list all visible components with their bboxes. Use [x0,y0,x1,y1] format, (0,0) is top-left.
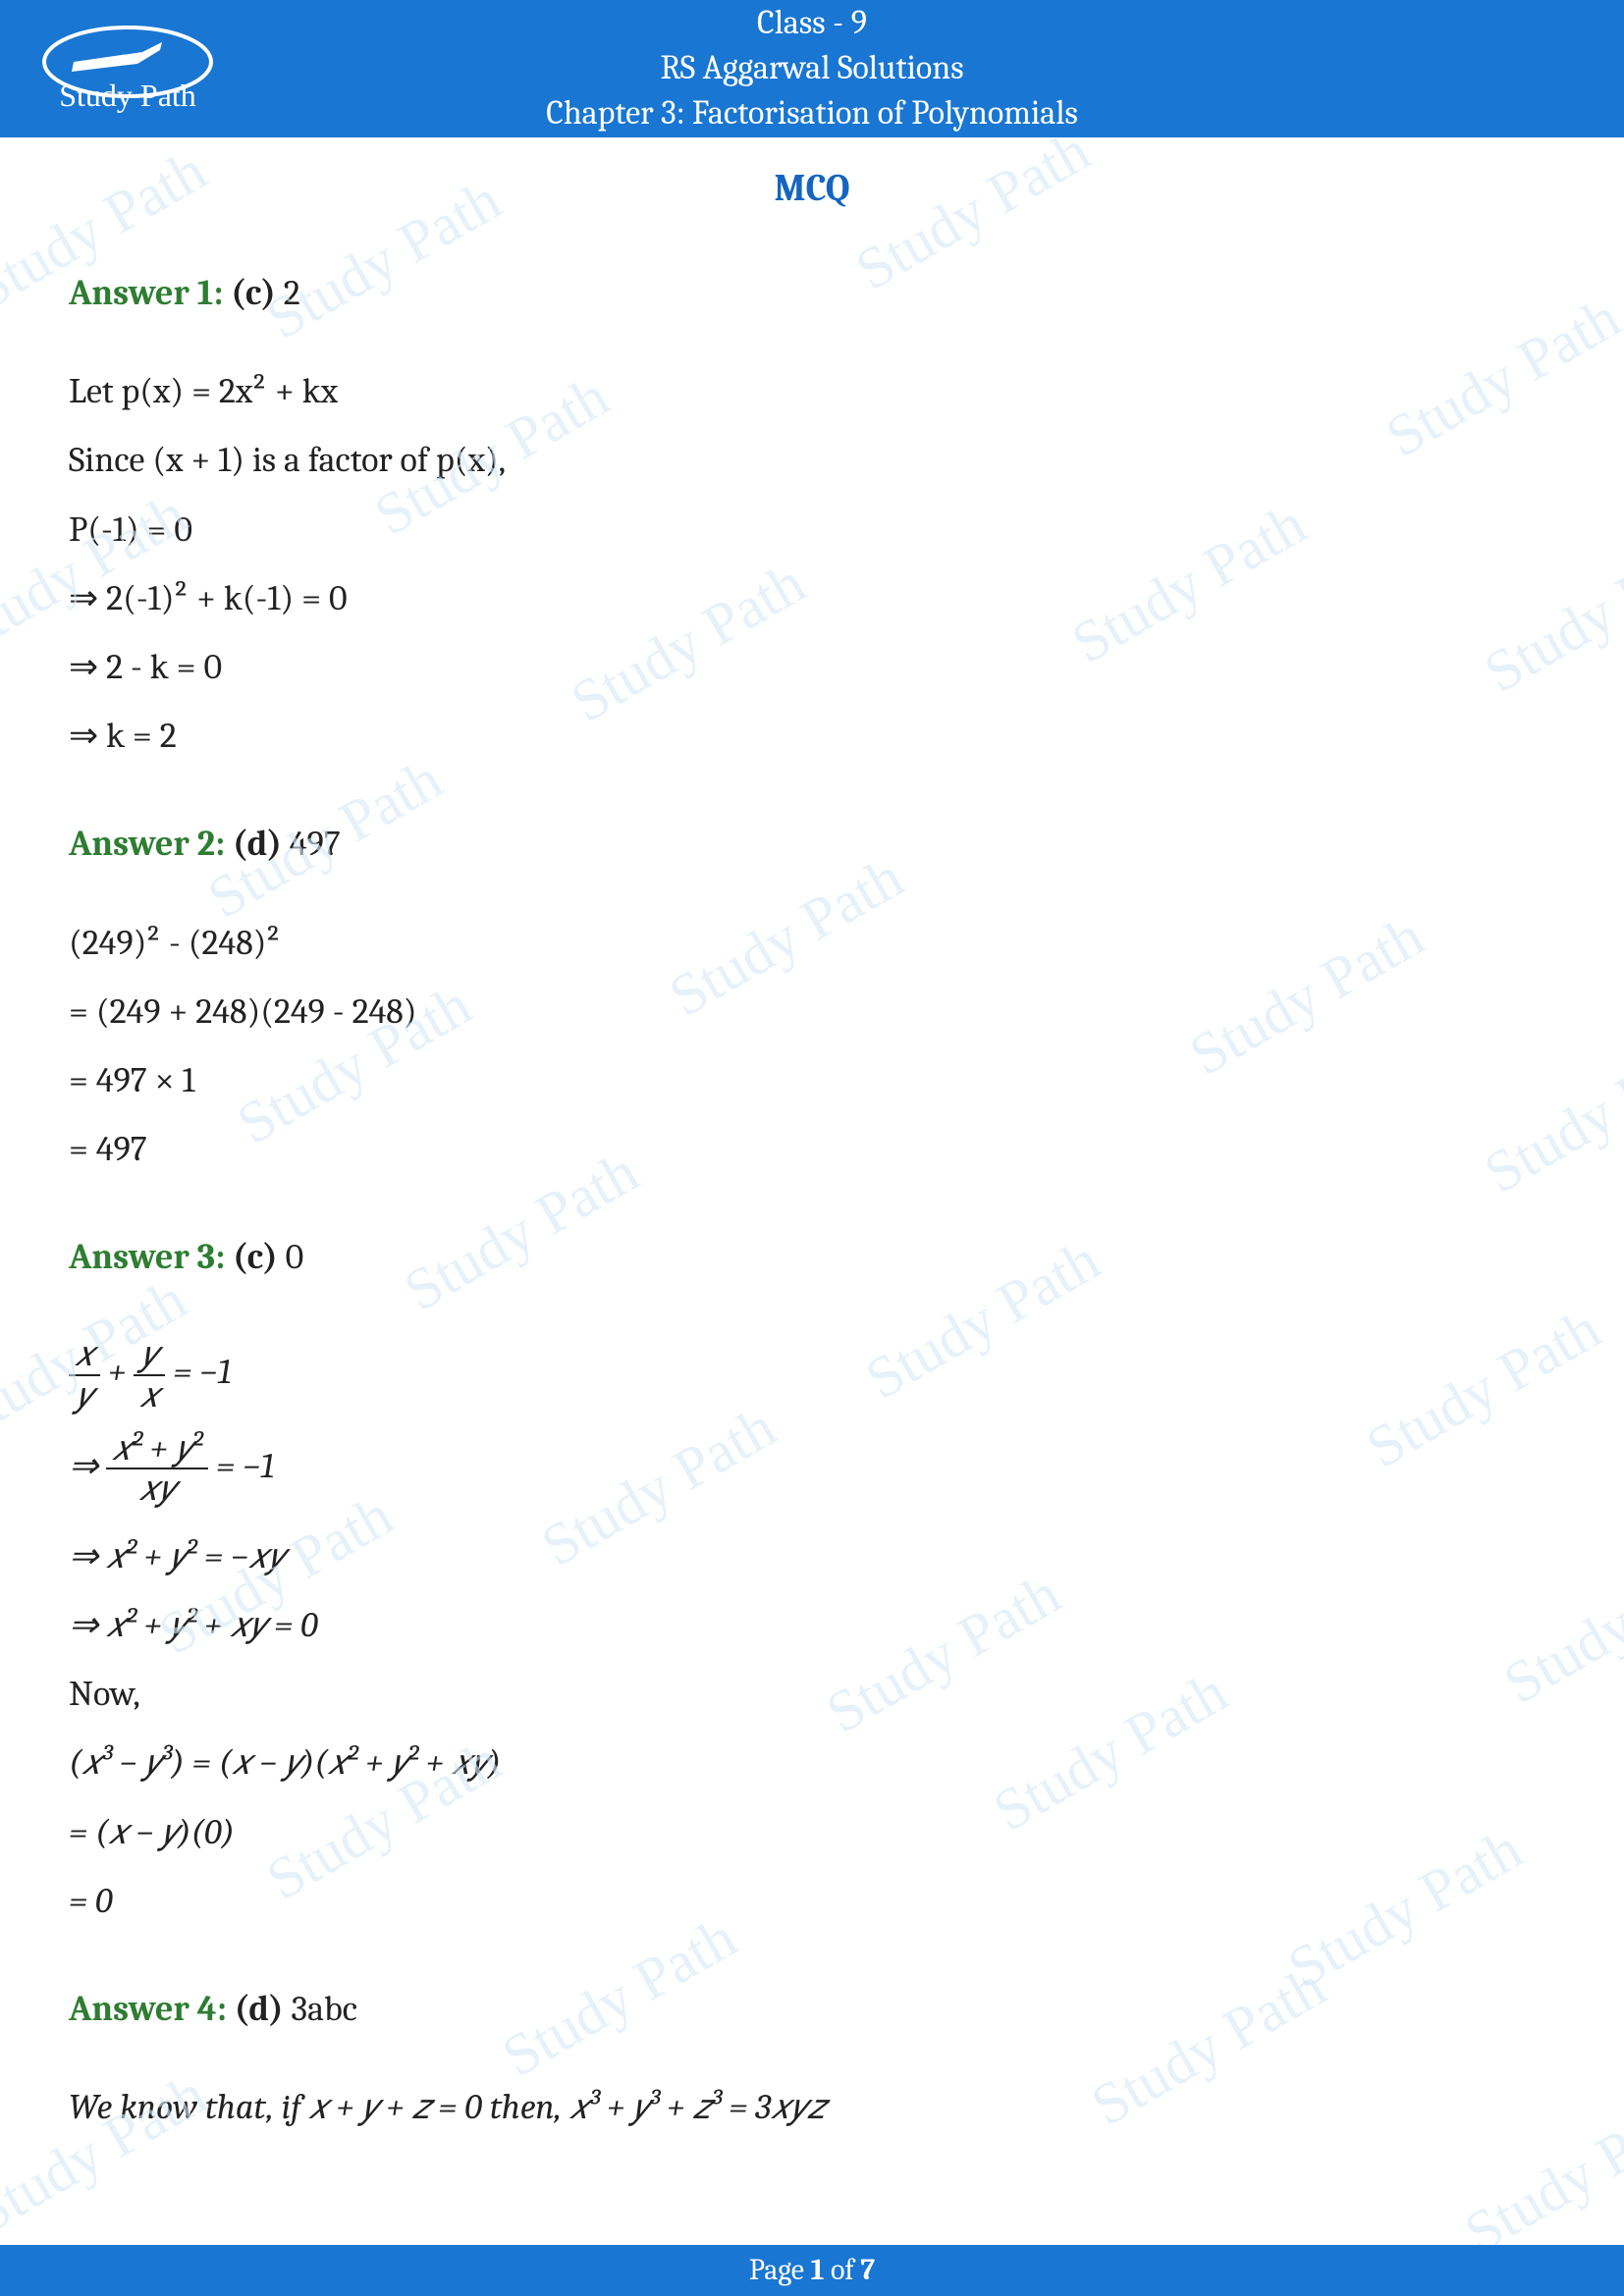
answer-label: Answer 1: [69,273,223,313]
solution-line: ⇒ k = 2 [69,702,1555,771]
solution-line: P(-1) = 0 [69,496,1555,564]
solution-line: 𝑥𝑦 + 𝑦𝑥 = −1 [69,1335,1555,1415]
solution-line: ⇒ 2(-1)² + k(-1) = 0 [69,564,1555,633]
answer-label: Answer 3: [69,1237,225,1277]
answer-label: Answer 2: [69,824,225,864]
section-title: MCQ [0,167,1624,210]
header-line2: RS Aggarwal Solutions [546,46,1078,91]
answer-1-block: Answer 1: (c) 2 Let p(x) = 2x² + kx Sinc… [69,259,1555,771]
solution-line: Now, [69,1660,1555,1729]
solution-line: = 497 [69,1115,1555,1184]
option-letter: (d) [235,1989,284,2029]
solution-line: (𝑥³ − 𝑦³) = (𝑥 − 𝑦)(𝑥² + 𝑦² + 𝑥𝑦) [69,1729,1555,1797]
answer-2-block: Answer 2: (d) 497 (249)² - (248)² = (249… [69,810,1555,1184]
answer-label: Answer 4: [69,1989,227,2029]
solution-line: We know that, if 𝑥 + 𝑦 + 𝑧 = 0 then, 𝑥³ … [69,2073,1555,2142]
logo: Study Path [29,20,226,118]
solution-line: ⇒ 2 - k = 0 [69,633,1555,702]
solution-line: ⇒ 𝑥² + 𝑦²𝑥𝑦 = −1 [69,1429,1555,1509]
option-letter: (c) [233,1237,278,1277]
footer-banner: Page 1 of 7 [0,2245,1624,2296]
solution-line: = 0 [69,1867,1555,1936]
answer-2-heading: Answer 2: (d) 497 [69,810,1555,879]
logo-text: Study Path [59,78,196,113]
option-letter: (d) [233,824,282,864]
answer-4-block: Answer 4: (d) 3abc We know that, if 𝑥 + … [69,1975,1555,2142]
option-value: 2 [284,273,300,313]
solution-line: ⇒ 𝑥² + 𝑦² + 𝑥𝑦 = 0 [69,1591,1555,1660]
footer-current: 1 [811,2253,825,2287]
solution-line: = 497 × 1 [69,1046,1555,1115]
answer-3-block: Answer 3: (c) 0 𝑥𝑦 + 𝑦𝑥 = −1 ⇒ 𝑥² + 𝑦²𝑥𝑦… [69,1223,1555,1936]
option-value: 0 [286,1237,304,1277]
option-letter: (c) [231,273,276,313]
header-text: Class - 9 RS Aggarwal Solutions Chapter … [546,1,1078,136]
footer-total: 7 [860,2253,875,2287]
header-line1: Class - 9 [546,1,1078,46]
option-value: 497 [290,824,341,864]
solution-line: Let p(x) = 2x² + kx [69,357,1555,426]
header-line3: Chapter 3: Factorisation of Polynomials [546,91,1078,136]
answer-1-heading: Answer 1: (c) 2 [69,259,1555,328]
header-banner: Study Path Class - 9 RS Aggarwal Solutio… [0,0,1624,137]
option-value: 3abc [292,1989,357,2029]
footer-of: of [824,2253,860,2287]
solution-line: ⇒ 𝑥² + 𝑦² = −𝑥𝑦 [69,1522,1555,1591]
footer-prefix: Page [749,2253,811,2287]
solution-line: (249)² - (248)² [69,909,1555,978]
answer-4-heading: Answer 4: (d) 3abc [69,1975,1555,2044]
answer-3-heading: Answer 3: (c) 0 [69,1223,1555,1292]
solution-line: Since (x + 1) is a factor of p(x), [69,426,1555,495]
content-area: Answer 1: (c) 2 Let p(x) = 2x² + kx Sinc… [0,210,1624,2142]
solution-line: = (249 + 248)(249 - 248) [69,978,1555,1046]
solution-line: = (𝑥 − 𝑦)(0) [69,1798,1555,1867]
